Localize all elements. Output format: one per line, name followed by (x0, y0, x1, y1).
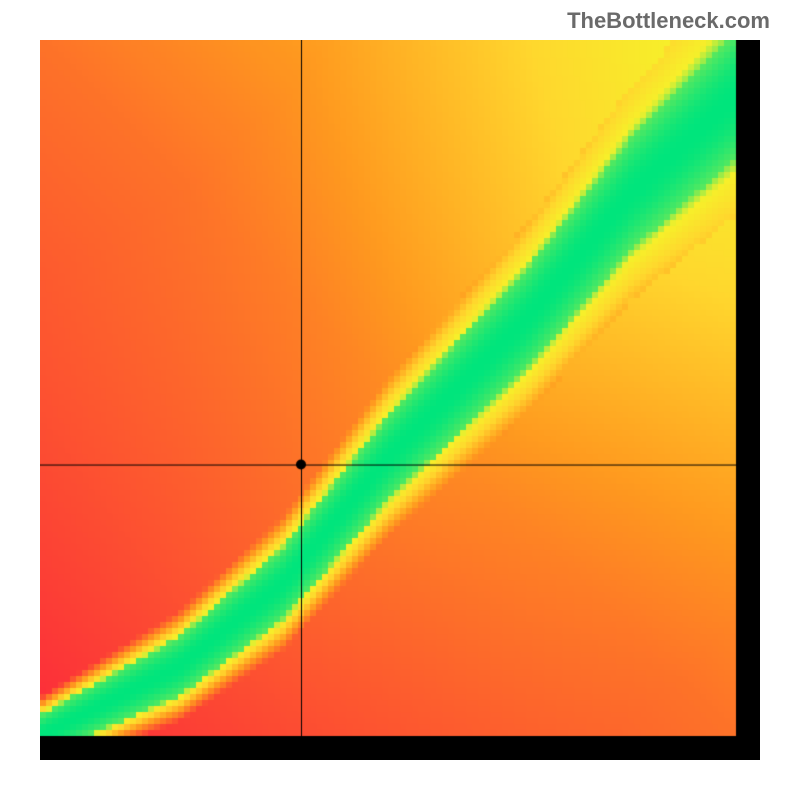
watermark-text: TheBottleneck.com (567, 8, 770, 34)
bottleneck-heatmap (40, 40, 760, 760)
